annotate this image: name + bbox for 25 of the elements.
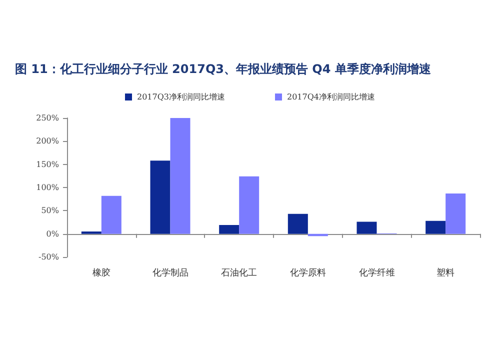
bar xyxy=(356,222,377,234)
y-tick-label: 50% xyxy=(41,206,60,216)
bar xyxy=(239,176,260,234)
bar xyxy=(101,196,122,234)
legend-label: 2017Q3净利润同比增速 xyxy=(136,92,226,102)
bar xyxy=(219,225,240,234)
y-tick-label: 100% xyxy=(36,183,60,192)
x-tick-label: 石油化工 xyxy=(221,268,258,278)
x-tick-label: 橡胶 xyxy=(92,268,110,278)
bar xyxy=(150,160,170,234)
x-tick-label: 化学纤维 xyxy=(358,268,395,278)
bar xyxy=(446,194,466,234)
x-tick-label: 化学原料 xyxy=(290,268,326,278)
bar xyxy=(426,220,446,234)
y-tick-label: -50% xyxy=(38,252,60,262)
bar xyxy=(288,214,308,234)
y-tick-label: 150% xyxy=(36,160,60,169)
chart-title: 图 11：化工行业细分子行业 2017Q3、年报业绩预告 Q4 单季度净利润增速 xyxy=(15,62,432,76)
x-tick-label: 化学制品 xyxy=(152,268,188,278)
legend-label: 2017Q4净利润同比增速 xyxy=(287,92,376,102)
y-tick-label: 250% xyxy=(36,114,60,122)
x-tick-label: 塑料 xyxy=(436,268,455,278)
y-tick-label: 200% xyxy=(36,136,60,146)
y-tick-label: 0% xyxy=(46,229,60,238)
bar xyxy=(170,118,190,234)
